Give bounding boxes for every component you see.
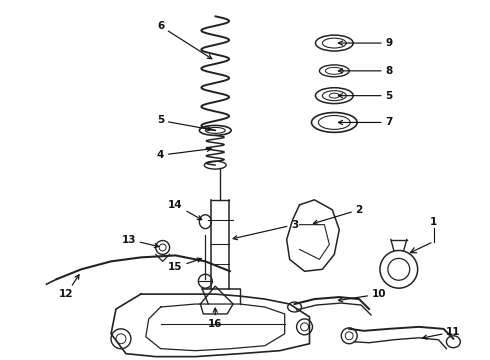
Text: 4: 4 [157,147,211,160]
Text: 12: 12 [59,275,79,299]
Text: 8: 8 [339,66,392,76]
Text: 2: 2 [314,205,363,224]
Text: 1: 1 [430,217,437,227]
Text: 5: 5 [339,91,392,101]
Text: 16: 16 [208,308,222,329]
Text: 14: 14 [168,200,202,220]
Text: 9: 9 [339,38,392,48]
Text: 11: 11 [423,327,461,339]
Text: 13: 13 [122,234,159,248]
Text: 10: 10 [339,289,386,302]
Text: 3: 3 [233,220,298,240]
Text: 7: 7 [339,117,392,127]
Text: 6: 6 [157,21,212,59]
Text: 15: 15 [168,258,201,272]
Text: 5: 5 [157,116,211,131]
